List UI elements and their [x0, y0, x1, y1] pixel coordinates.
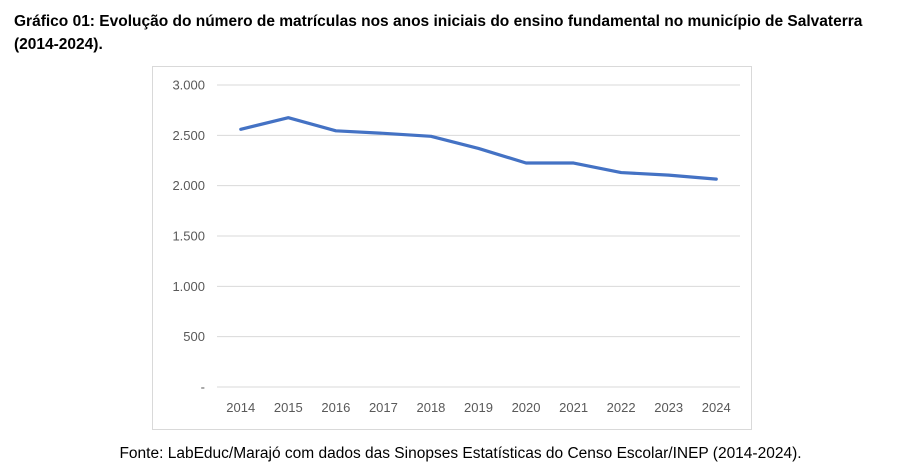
y-axis-tick-labels: - 500 1.000 1.500 2.000 2.500 3.000: [172, 78, 205, 395]
x-tick-label: 2022: [607, 400, 636, 415]
y-tick-label: -: [201, 380, 205, 395]
x-tick-label: 2016: [321, 400, 350, 415]
data-point: [382, 132, 385, 135]
data-point: [715, 177, 718, 181]
data-point: [667, 173, 670, 177]
x-tick-label: 2020: [512, 400, 541, 415]
figure-title: Gráfico 01: Evolução do número de matríc…: [14, 13, 863, 53]
x-tick-label: 2021: [559, 400, 588, 415]
series-lines: [239, 116, 718, 181]
x-tick-label: 2014: [226, 400, 255, 415]
data-point: [477, 147, 480, 150]
chart-area: -500 1.000 1.500 2.000 2.500 3.000 2014 2015 20…: [152, 66, 752, 430]
y-tick-label: 3.000: [172, 78, 205, 93]
data-point: [429, 135, 433, 138]
data-point: [572, 161, 575, 165]
data-point: [334, 129, 338, 133]
x-tick-label: 2019: [464, 400, 493, 415]
data-point: [619, 171, 623, 174]
y-tick-label: 2.000: [172, 178, 205, 193]
x-tick-label: 2017: [369, 400, 398, 415]
data-point: [524, 161, 528, 165]
data-point: [239, 128, 242, 131]
figure-source: Fonte: LabEduc/Marajó com dados das Sino…: [119, 445, 802, 462]
x-axis-tick-labels: 2014 2015 2016 2017 2018 2019 2020 2021 2022 2023…: [226, 400, 730, 415]
x-tick-label: 2024: [702, 400, 731, 415]
y-tick-label: 1.000: [172, 279, 205, 294]
y-tick-label: 1.500: [172, 229, 205, 244]
y-tick-label: 500: [183, 329, 205, 344]
data-point: [287, 116, 290, 119]
x-tick-label: 2018: [416, 400, 445, 415]
gridlines: [217, 84, 740, 388]
x-tick-label: 2015: [274, 400, 303, 415]
x-tick-label: 2023: [654, 400, 683, 415]
y-tick-label: 2.500: [172, 128, 205, 143]
